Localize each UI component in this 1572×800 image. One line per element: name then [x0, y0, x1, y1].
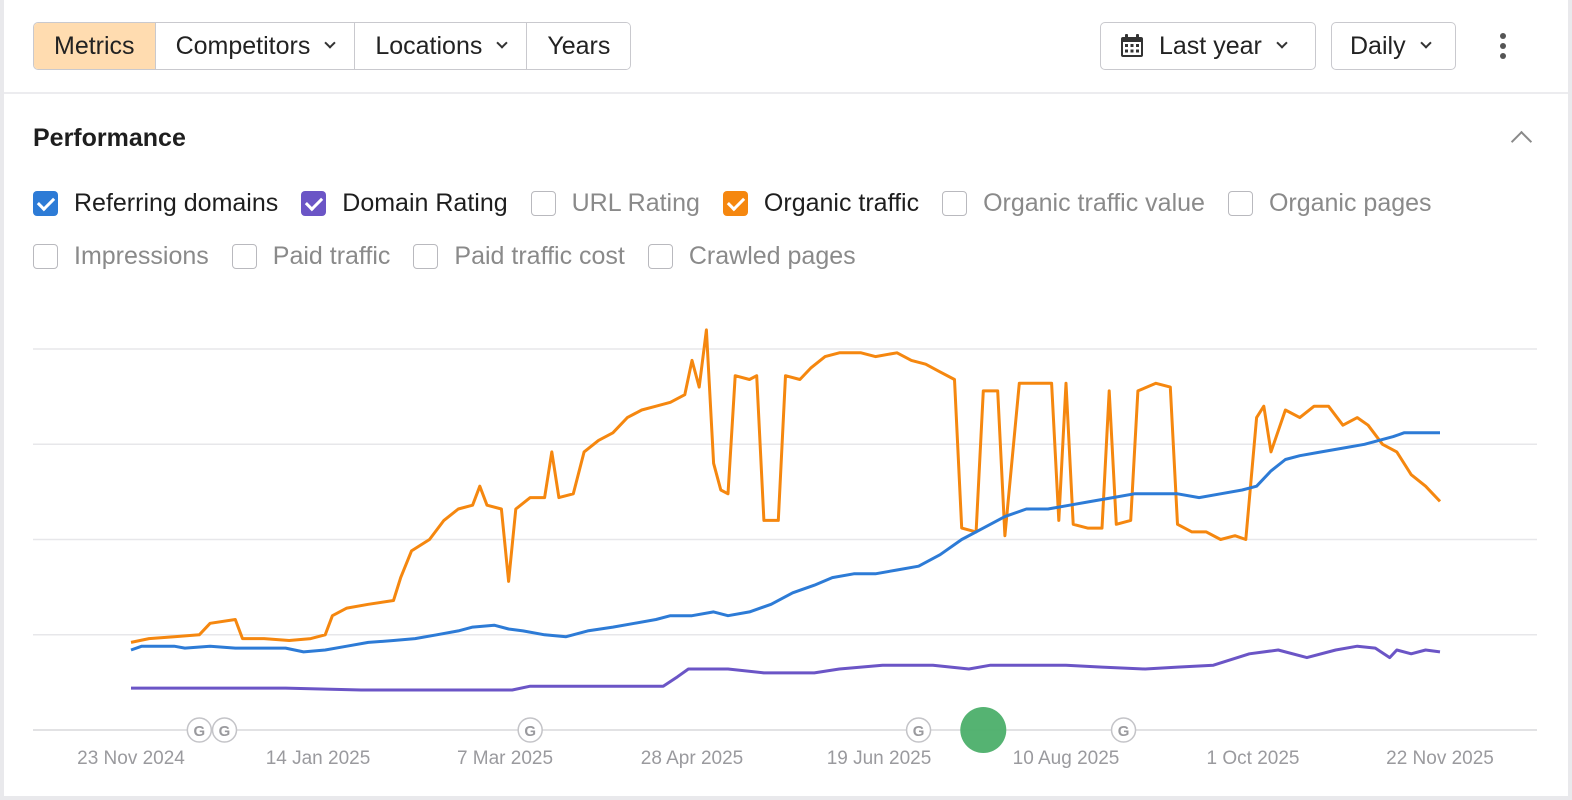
- frame-left-border: [0, 0, 4, 800]
- checkbox[interactable]: [647, 243, 673, 269]
- tab-years[interactable]: Years: [527, 23, 631, 69]
- calendar-icon: [1121, 34, 1143, 57]
- checkbox[interactable]: [530, 190, 556, 216]
- x-tick-label: 28 Apr 2025: [641, 748, 743, 769]
- tab-competitors[interactable]: Competitors: [155, 23, 356, 69]
- checkbox[interactable]: [33, 190, 58, 216]
- metric-toggle-paid-traffic-cost[interactable]: Paid traffic cost: [413, 238, 625, 274]
- metric-toggles-row-2: Impressions Paid traffic Paid traffic cost…: [33, 238, 1543, 274]
- google-update-label: G: [913, 723, 925, 740]
- frame-bottom-border: [0, 796, 1572, 800]
- metric-toggle-crawled-pages[interactable]: Crawled pages: [647, 238, 856, 274]
- x-tick-label: 14 Jan 2025: [266, 748, 371, 769]
- google-update-icon: [517, 717, 543, 743]
- series-line-0: [130, 328, 1442, 644]
- position-marker: [960, 707, 1007, 753]
- metric-toggles-row-1: Referring domains Domain Rating URL Rating…: [33, 185, 1543, 221]
- metric-label: Referring domains: [74, 188, 279, 217]
- checkbox[interactable]: [301, 190, 327, 216]
- kebab-menu-icon[interactable]: [1488, 28, 1518, 64]
- metric-toggle-paid-traffic[interactable]: Paid traffic: [231, 238, 391, 274]
- checkbox[interactable]: [942, 190, 968, 216]
- metric-label: URL Rating: [571, 188, 700, 217]
- chevron-up-icon[interactable]: [1508, 128, 1534, 148]
- metric-toggle-organic-pages[interactable]: Organic pages: [1227, 185, 1432, 221]
- google-update-label: G: [1118, 723, 1130, 740]
- checkbox[interactable]: [1227, 190, 1253, 216]
- section-title: Performance: [33, 124, 186, 152]
- series-line-1: [130, 431, 1440, 654]
- metric-toggle-organic-traffic-value[interactable]: Organic traffic value: [942, 185, 1205, 221]
- tab-metrics-label: Metrics: [54, 31, 135, 60]
- x-tick-label: 23 Nov 2024: [77, 748, 185, 769]
- interval-label: Daily: [1350, 31, 1406, 60]
- checkbox[interactable]: [231, 243, 257, 269]
- chevron-down-icon: [1419, 37, 1432, 49]
- metric-label: Organic traffic: [763, 188, 920, 217]
- view-tabs: Metrics Competitors Locations Years: [33, 22, 632, 70]
- metric-toggle-referring-domains[interactable]: Referring domains: [33, 185, 278, 221]
- metric-label: Crawled pages: [688, 241, 856, 270]
- x-tick-label: 19 Jun 2025: [827, 748, 932, 769]
- metric-label: Paid traffic: [272, 241, 391, 270]
- chevron-down-icon: [1276, 37, 1288, 49]
- date-range-label: Last year: [1159, 31, 1262, 60]
- x-tick-label: 10 Aug 2025: [1013, 748, 1120, 769]
- metric-toggle-organic-traffic[interactable]: Organic traffic: [722, 185, 920, 221]
- metric-label: Organic pages: [1268, 188, 1432, 217]
- checkbox[interactable]: [722, 190, 748, 216]
- google-update-label: G: [219, 723, 231, 740]
- google-update-icon: [186, 717, 213, 743]
- tab-locations-label: Locations: [375, 31, 483, 60]
- toolbar: Metrics Competitors Locations Years Last…: [4, 0, 1568, 94]
- metric-toggle-url-rating[interactable]: URL Rating: [530, 185, 700, 221]
- date-range-dropdown[interactable]: Last year: [1100, 22, 1316, 70]
- tab-years-label: Years: [547, 31, 611, 60]
- interval-dropdown[interactable]: Daily: [1331, 22, 1456, 70]
- google-update-label: G: [193, 723, 205, 740]
- metric-label: Impressions: [74, 241, 209, 270]
- chevron-down-icon: [496, 37, 509, 49]
- metric-toggle-impressions[interactable]: Impressions: [33, 238, 209, 274]
- frame-right-border: [1568, 0, 1572, 800]
- checkbox[interactable]: [33, 243, 58, 269]
- tab-competitors-label: Competitors: [175, 31, 311, 60]
- checkbox[interactable]: [413, 243, 439, 269]
- x-tick-label: 7 Mar 2025: [457, 748, 553, 769]
- metric-label: Organic traffic value: [983, 188, 1205, 217]
- tab-locations[interactable]: Locations: [355, 23, 528, 69]
- google-update-icon: [905, 717, 932, 743]
- x-tick-label: 22 Nov 2025: [1386, 748, 1494, 769]
- metric-label: Paid traffic cost: [454, 241, 625, 270]
- metric-label: Domain Rating: [342, 188, 508, 217]
- chevron-down-icon: [324, 37, 336, 49]
- metric-toggle-domain-rating[interactable]: Domain Rating: [301, 185, 508, 221]
- tab-metrics[interactable]: Metrics: [34, 23, 156, 69]
- x-tick-label: 1 Oct 2025: [1207, 748, 1300, 769]
- google-update-icon: [211, 717, 238, 743]
- series-line-2: [131, 644, 1441, 692]
- google-update-label: G: [524, 723, 536, 740]
- performance-chart: 23 Nov 2024 14 Jan 2025 7 Mar 2025 28 Apr 2…: [33, 328, 1537, 769]
- google-update-icon: [1110, 717, 1137, 743]
